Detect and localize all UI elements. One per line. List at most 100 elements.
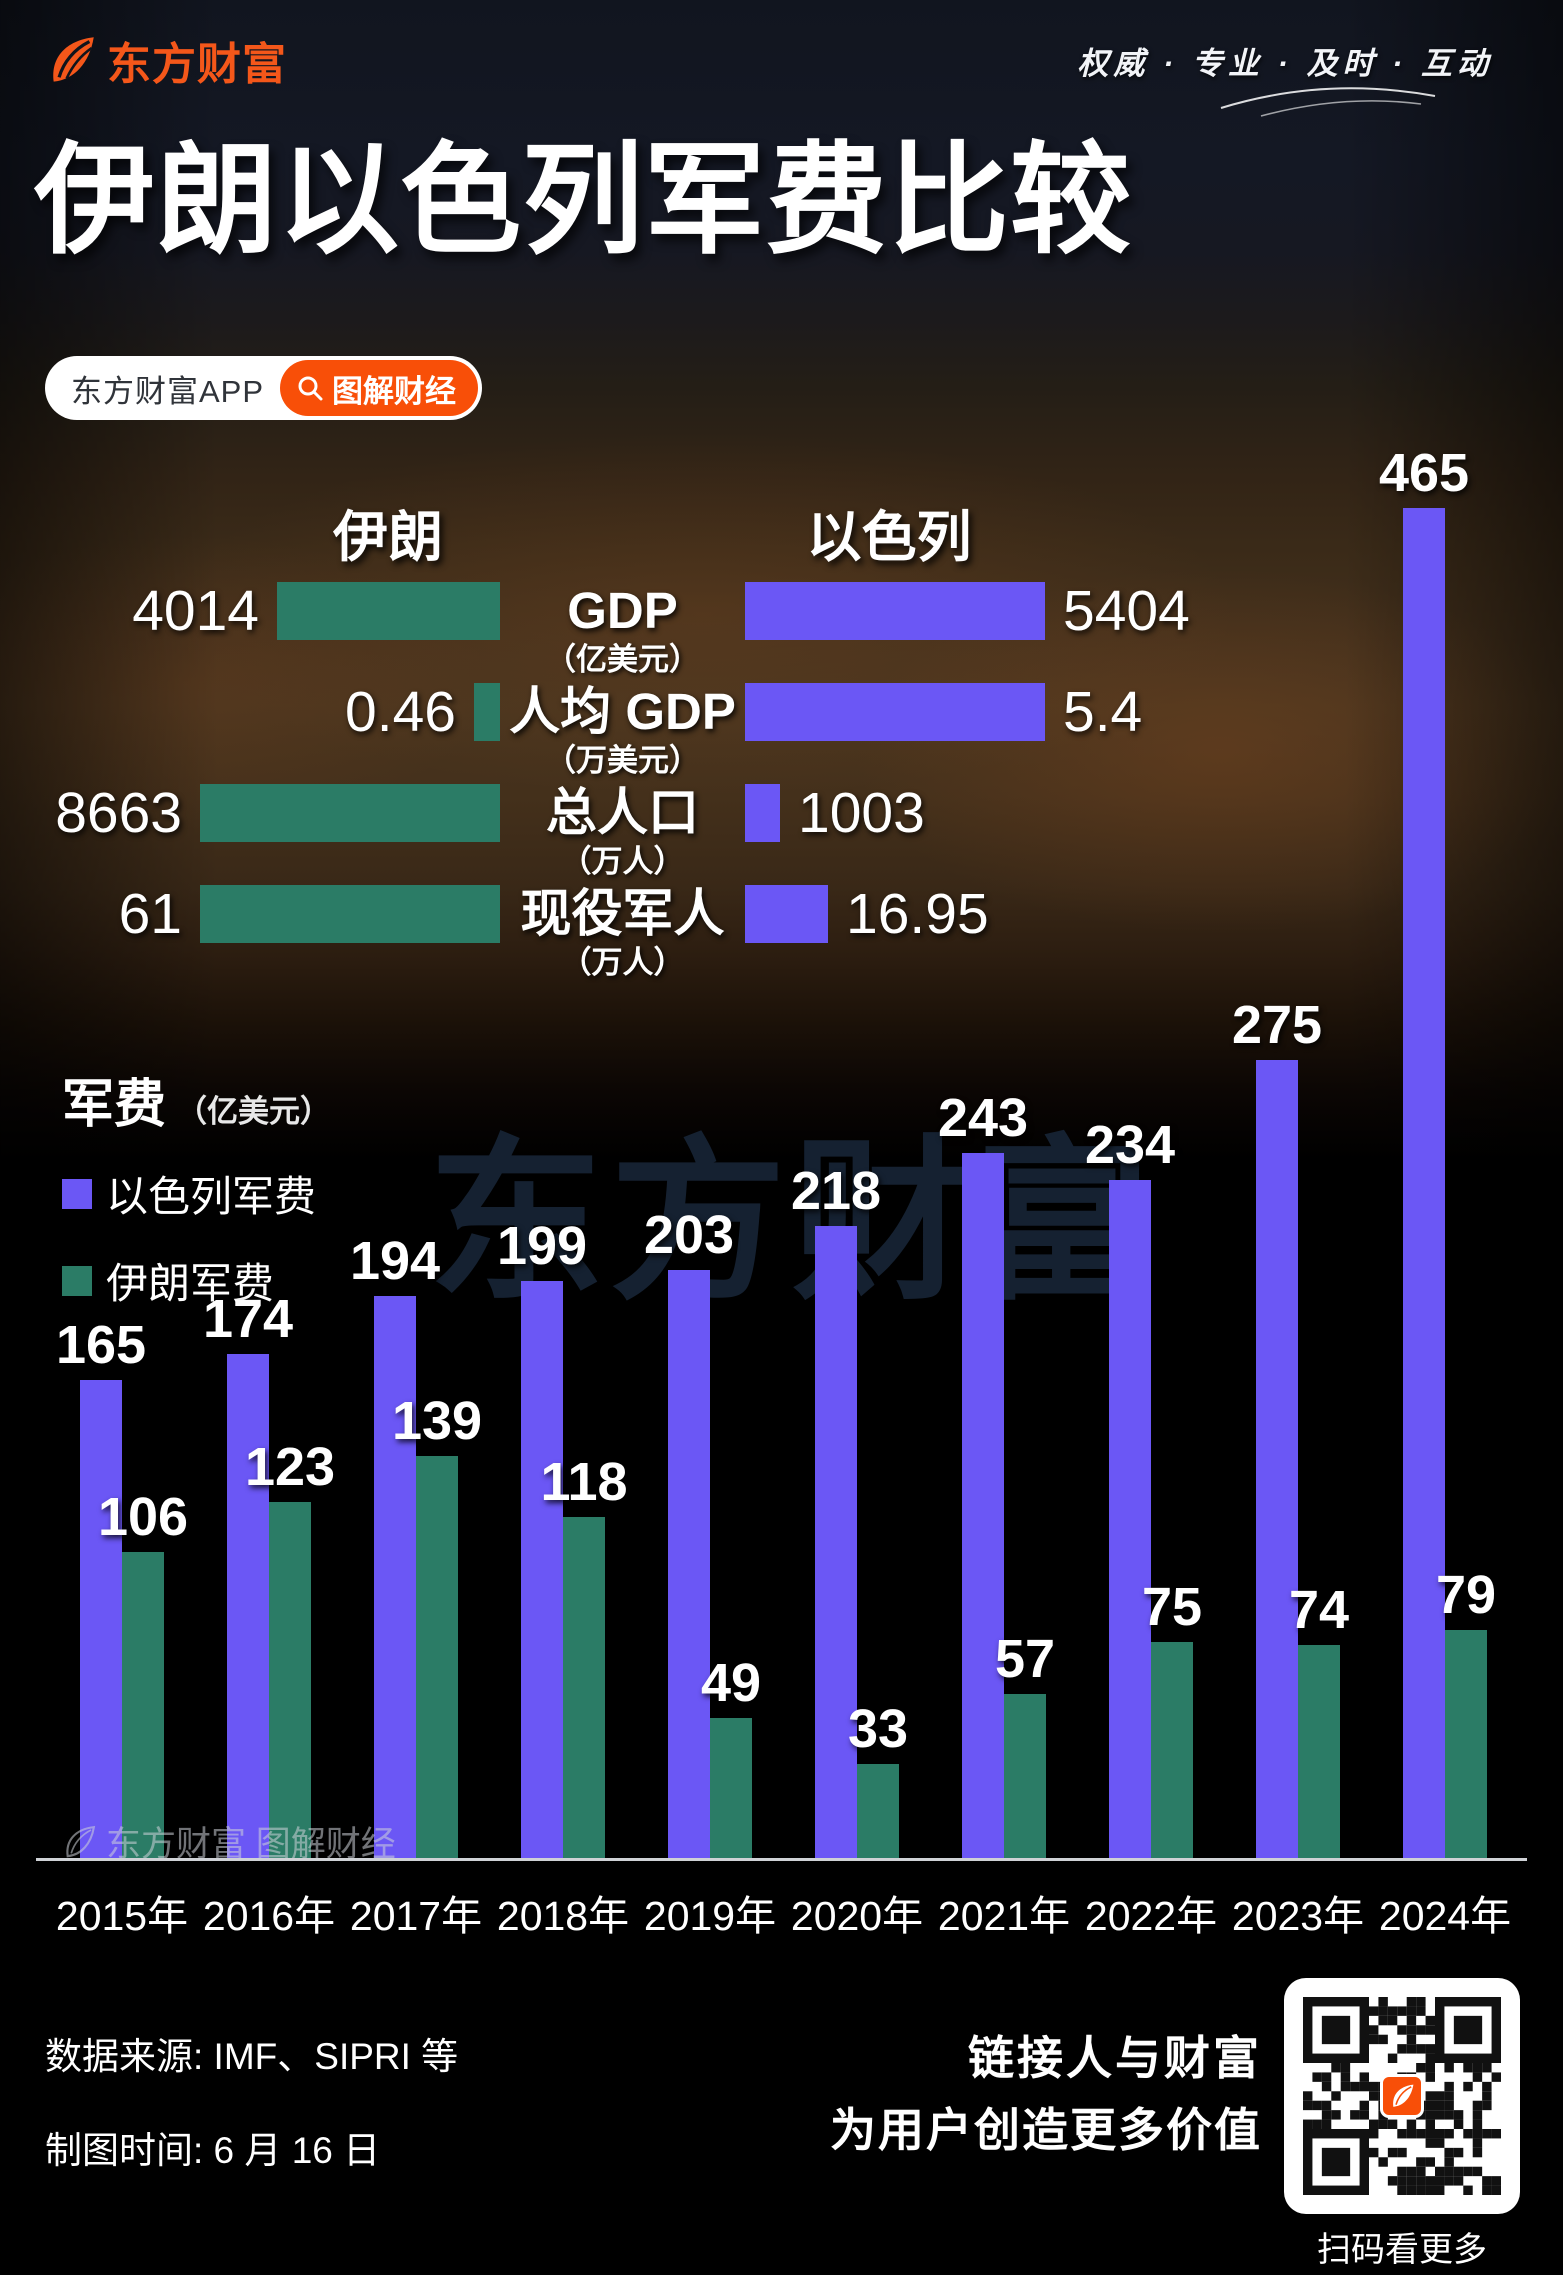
chart-legend: 军费 （亿美元） 以色列军费 伊朗军费 [62,1062,331,1311]
israel-bar [745,683,1045,741]
metric-label: GDP [567,582,678,639]
bar-value-label: 234 [1084,1115,1176,1175]
bar-value-label: 123 [244,1437,336,1497]
israel-bar-2024年 [1403,508,1445,1860]
iran-bar-2024年 [1445,1630,1487,1860]
iran-value: 4014 [132,579,259,643]
slogan-swoosh-icon [1220,87,1436,117]
year-label: 2022年 [1084,1893,1218,1939]
chart-date: 制图时间: 6 月 16 日 [45,2130,381,2171]
year-label: 2018年 [496,1893,630,1939]
iran-bar-2020年 [857,1764,899,1860]
bar-value-label: 33 [847,1699,909,1759]
israel-bar-2021年 [962,1153,1004,1860]
qr-center-logo-icon [1380,2074,1424,2118]
bar-value-label: 165 [55,1315,147,1375]
comparison-row: 0.46 人均 GDP （万美元） 5.4 [0,680,1563,778]
year-label: 2016年 [202,1893,336,1939]
metric-label: 总人口 [545,784,699,841]
comparison-row: 4014 GDP （亿美元） 5404 [0,579,1563,677]
brand-slogan: 权威 · 专业 · 及时 · 互动 [1077,46,1493,81]
eastmoney-logo[interactable]: 东方财富 [45,28,287,92]
iran-legend-swatch [62,1265,92,1296]
israel-value: 5404 [1063,579,1190,643]
comparison-row: 61 现役军人 （万人） 16.95 [0,882,1563,980]
israel-bar [745,784,780,842]
iran-bar-2022年 [1151,1642,1193,1860]
year-label: 2019年 [643,1893,777,1939]
bar-value-label: 75 [1141,1577,1203,1637]
metric-label: 人均 GDP [509,683,736,740]
metric-label: 现役军人 [520,885,725,942]
iran-bar-2023年 [1298,1645,1340,1860]
iran-bar [474,683,500,741]
metric-unit: （万人） [560,844,685,879]
israel-header: 以色列 [806,506,972,568]
israel-bar-2019年 [668,1270,710,1860]
bar-value-label: 57 [994,1629,1056,1689]
iran-bar-2021年 [1004,1694,1046,1860]
israel-value: 16.95 [846,882,989,946]
metric-unit: （万人） [560,945,685,980]
brand-name: 东方财富 [107,40,287,89]
year-label: 2020年 [790,1893,924,1939]
watermark-bottom-text: 东方财富 图解财经 [106,1825,396,1864]
bar-value-label: 74 [1288,1580,1350,1640]
bar-value-label: 139 [391,1391,483,1451]
iran-bar-2017年 [416,1456,458,1860]
metric-label-block: 现役军人 （万人） [500,885,745,983]
metric-unit: （万美元） [545,743,700,778]
watermark-logo-icon [66,1825,96,1857]
iran-bar-2015年 [122,1552,164,1860]
israel-legend-swatch [62,1178,92,1209]
iran-bar-2016年 [269,1502,311,1860]
year-label: 2021年 [937,1893,1071,1939]
bar-value-label: 174 [202,1289,294,1349]
bar-value-label: 218 [790,1161,882,1221]
iran-bar-2018年 [563,1517,605,1860]
footer-slogan-line2: 为用户创造更多价值 [830,2104,1262,2156]
app-pill-label: 东方财富APP [71,373,265,409]
search-pill-label: 图解财经 [332,373,457,409]
metric-label-block: 总人口 （万人） [500,784,745,882]
bar-value-label: 194 [349,1231,441,1291]
bar-value-label: 118 [540,1452,628,1512]
iran-legend-label: 伊朗军费 [106,1260,275,1307]
israel-legend-label: 以色列军费 [106,1173,317,1220]
watermark-bottom: 东方财富 图解财经 [62,1816,396,1867]
app-pill[interactable]: 东方财富APP 图解财经 [45,356,483,420]
iran-value: 8663 [55,781,182,845]
bar-value-label: 106 [97,1487,189,1547]
year-label: 2023年 [1231,1893,1365,1939]
search-pill-button[interactable]: 图解财经 [280,360,479,416]
year-label: 2015年 [55,1893,189,1939]
iran-value: 0.46 [345,680,456,744]
israel-bar-2017年 [374,1296,416,1860]
metric-label-block: 人均 GDP （万美元） [500,683,745,781]
israel-bar-2023年 [1256,1060,1298,1860]
page-title: 伊朗以色列军费比较 [34,132,1133,268]
search-icon [298,376,323,401]
israel-bar [745,885,828,943]
data-source: 数据来源: IMF、SIPRI 等 [45,2036,459,2077]
bar-value-label: 275 [1231,995,1323,1055]
qr-code[interactable] [1284,1978,1520,2214]
chart-title-unit: （亿美元） [176,1094,332,1129]
qr-caption: 扫码看更多 [1317,2231,1487,2269]
iran-bar [200,885,500,943]
footer-slogan-line1: 链接人与财富 [968,2032,1262,2084]
legend-item-israel: 以色列军费 [62,1163,331,1224]
iran-bar [277,582,500,640]
israel-bar-2020年 [815,1226,857,1860]
iran-bar-2019年 [710,1718,752,1860]
iran-bar [200,784,500,842]
israel-bar-2015年 [80,1380,122,1860]
comparison-row: 8663 总人口 （万人） 1003 [0,781,1563,879]
metric-unit: （亿美元） [545,642,700,677]
israel-bar-2018年 [521,1281,563,1860]
legend-item-iran: 伊朗军费 [62,1250,331,1311]
x-axis-line [36,1858,1527,1861]
chart-title: 军费 [62,1076,167,1134]
bar-value-label: 49 [700,1653,762,1713]
